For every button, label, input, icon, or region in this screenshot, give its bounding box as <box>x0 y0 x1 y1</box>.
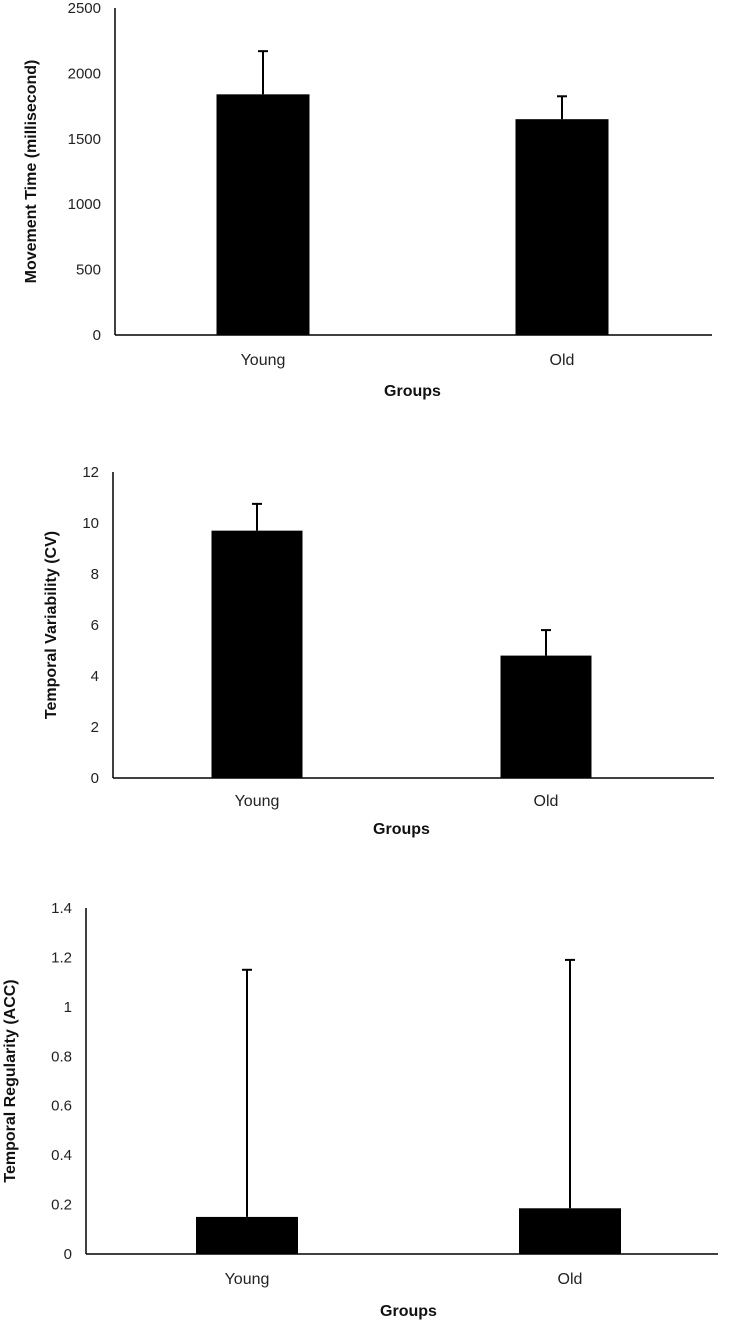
y-tick-label: 0.2 <box>51 1197 72 1214</box>
y-tick-label: 0.8 <box>51 1048 72 1065</box>
y-tick-label: 0.4 <box>51 1147 72 1164</box>
x-tick-label: Old <box>534 793 559 810</box>
x-tick-label: Young <box>225 1271 270 1288</box>
x-tick-label: Young <box>235 793 280 810</box>
chart-2: 0 2 4 6 8 10 12 Young Old Groups Temporal Variabil… <box>43 464 714 838</box>
y-tick-label: 2000 <box>68 65 101 82</box>
y-tick-label: 0 <box>93 327 101 344</box>
y-axis-title: Temporal Variability (CV) <box>43 531 60 719</box>
y-tick-label: 4 <box>91 668 99 685</box>
bar-old <box>500 655 592 778</box>
y-axis-title: Movement Time (millisecond) <box>23 60 40 284</box>
x-axis-title: Groups <box>380 1303 437 1320</box>
x-tick-label: Old <box>550 352 575 369</box>
y-tick-label: 1500 <box>68 131 101 148</box>
x-tick-label: Old <box>558 1271 583 1288</box>
bar-young <box>216 94 310 335</box>
x-tick-label: Young <box>241 352 286 369</box>
x-axis-title: Groups <box>384 383 441 400</box>
y-tick-label: 2 <box>91 719 99 736</box>
y-tick-label: 2500 <box>68 0 101 17</box>
y-tick-label: 0 <box>91 770 99 787</box>
x-axis-title: Groups <box>373 821 430 838</box>
bar-young <box>211 530 303 778</box>
y-tick-label: 8 <box>91 566 99 583</box>
y-tick-label: 1000 <box>68 196 101 213</box>
y-axis-title: Temporal Regularity (ACC) <box>2 979 19 1182</box>
bar-young <box>196 1216 298 1254</box>
bar-old <box>515 119 609 336</box>
chart-3: 0 0.2 0.4 0.6 0.8 1 1.2 1.4 Young Old Groups Tempor… <box>2 900 718 1320</box>
y-tick-label: 6 <box>91 617 99 634</box>
y-tick-label: 10 <box>82 515 99 532</box>
y-tick-label: 1.2 <box>51 949 72 966</box>
y-tick-label: 0.6 <box>51 1098 72 1115</box>
y-tick-label: 500 <box>76 262 101 279</box>
y-tick-label: 1 <box>64 999 72 1016</box>
y-tick-label: 1.4 <box>51 900 72 917</box>
chart-1: 0 500 1000 1500 2000 2500 Young Old Groups Moveme… <box>23 0 712 400</box>
bar-old <box>519 1208 621 1254</box>
y-tick-label: 12 <box>82 464 99 481</box>
y-tick-label: 0 <box>64 1246 72 1263</box>
